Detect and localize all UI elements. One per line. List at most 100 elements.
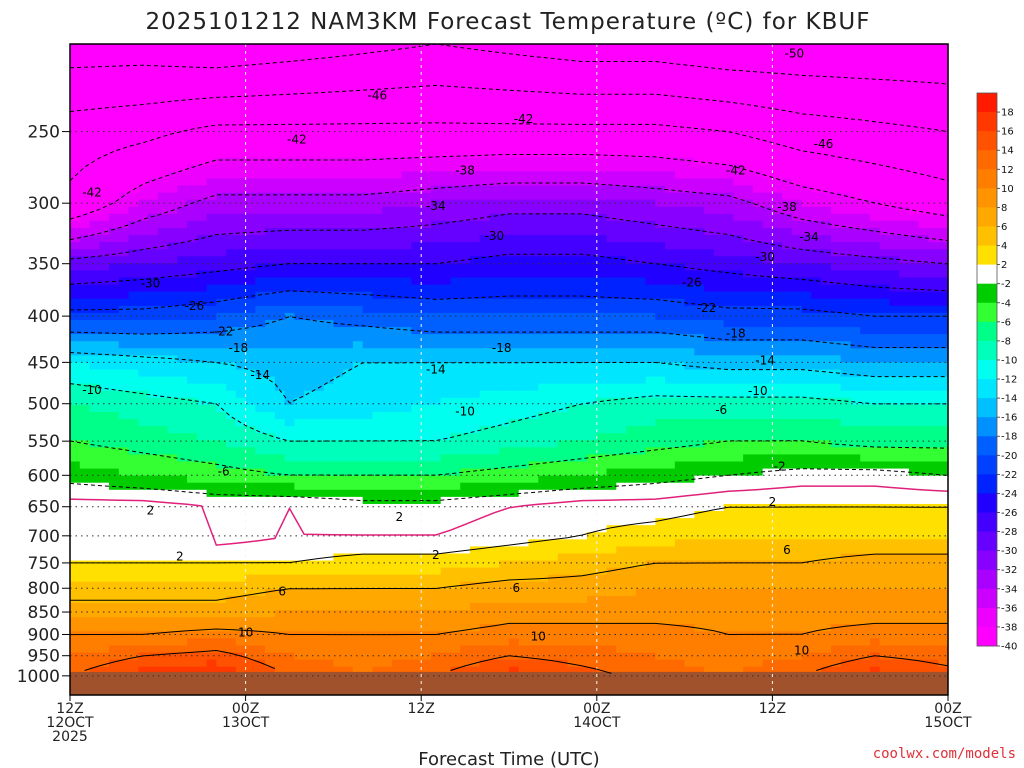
field-cell (304, 624, 315, 632)
field-cell (518, 93, 530, 102)
field-cell (538, 157, 549, 165)
field-cell (157, 631, 169, 639)
field-cell (372, 652, 383, 661)
field-cell (284, 553, 295, 562)
field-cell (226, 567, 237, 576)
field-cell (430, 227, 442, 236)
field-cell (148, 58, 159, 66)
field-cell (304, 206, 315, 215)
field-cell (333, 426, 344, 434)
field-cell (469, 249, 481, 257)
field-cell (343, 588, 354, 597)
field-cell (469, 213, 481, 222)
field-cell (401, 256, 413, 264)
field-cell (265, 213, 276, 222)
field-cell (440, 638, 452, 647)
field-cell (187, 150, 198, 158)
field-cell (372, 185, 383, 194)
field-cell (265, 199, 276, 208)
field-cell (469, 610, 481, 618)
field-cell (109, 128, 120, 137)
field-cell (70, 44, 81, 52)
field-cell (167, 65, 178, 73)
field-cell (391, 164, 403, 172)
field-cell (323, 65, 334, 73)
field-cell (528, 128, 539, 137)
field-cell (157, 192, 169, 201)
field-cell (421, 461, 432, 470)
field-cell (382, 461, 393, 470)
field-cell (382, 185, 393, 194)
field-cell (177, 581, 188, 590)
field-cell (567, 645, 578, 654)
field-cell (265, 312, 276, 321)
field-cell (509, 489, 520, 498)
field-cell (362, 659, 374, 668)
field-cell (479, 128, 491, 137)
field-cell (235, 624, 247, 632)
field-cell (450, 128, 461, 137)
field-cell (430, 411, 442, 420)
field-cell (294, 440, 305, 448)
field-cell (479, 489, 491, 498)
field-cell (528, 65, 539, 73)
field-cell (460, 150, 471, 158)
field-cell (548, 426, 559, 434)
field-cell (294, 164, 305, 172)
field-cell (469, 65, 481, 73)
field-cell (304, 567, 315, 576)
field-cell (255, 93, 266, 102)
field-cell (518, 334, 530, 342)
field-cell (362, 567, 374, 576)
field-cell (557, 376, 569, 385)
field-cell (206, 631, 217, 639)
field-cell (430, 263, 442, 272)
field-cell (567, 390, 578, 399)
field-cell (177, 603, 188, 611)
field-cell (440, 100, 452, 109)
field-cell (518, 511, 530, 519)
field-cell (99, 291, 110, 300)
field-cell (577, 362, 588, 371)
field-cell (411, 419, 422, 427)
field-cell (167, 411, 178, 420)
field-cell (587, 419, 598, 427)
field-cell (187, 213, 198, 222)
field-cell (304, 376, 315, 385)
field-cell (235, 553, 247, 562)
field-cell (538, 220, 549, 229)
field-cell (216, 256, 227, 264)
field-cell (577, 121, 588, 130)
field-cell (509, 376, 520, 385)
field-cell (206, 249, 217, 257)
field-cell (528, 213, 539, 222)
field-cell (499, 404, 510, 413)
field-cell (284, 482, 295, 491)
field-cell (226, 503, 237, 512)
field-cell (411, 65, 422, 73)
field-cell (157, 624, 169, 632)
field-cell (391, 72, 403, 80)
field-cell (167, 511, 178, 519)
field-cell (294, 199, 305, 208)
field-cell (548, 355, 559, 364)
field-cell (362, 284, 374, 293)
field-cell (255, 532, 266, 540)
field-cell (196, 475, 208, 484)
field-cell (304, 503, 315, 512)
field-cell (372, 79, 383, 88)
field-cell (333, 511, 344, 519)
field-cell (118, 58, 130, 66)
field-cell (450, 461, 461, 470)
field-cell (226, 227, 237, 236)
field-cell (362, 171, 374, 180)
field-cell (509, 58, 520, 66)
field-cell (313, 603, 325, 611)
field-cell (567, 100, 578, 109)
field-cell (284, 362, 295, 371)
field-cell (596, 256, 608, 264)
field-cell (469, 539, 481, 548)
field-cell (411, 624, 422, 632)
field-cell (333, 468, 344, 477)
field-cell (157, 461, 169, 470)
